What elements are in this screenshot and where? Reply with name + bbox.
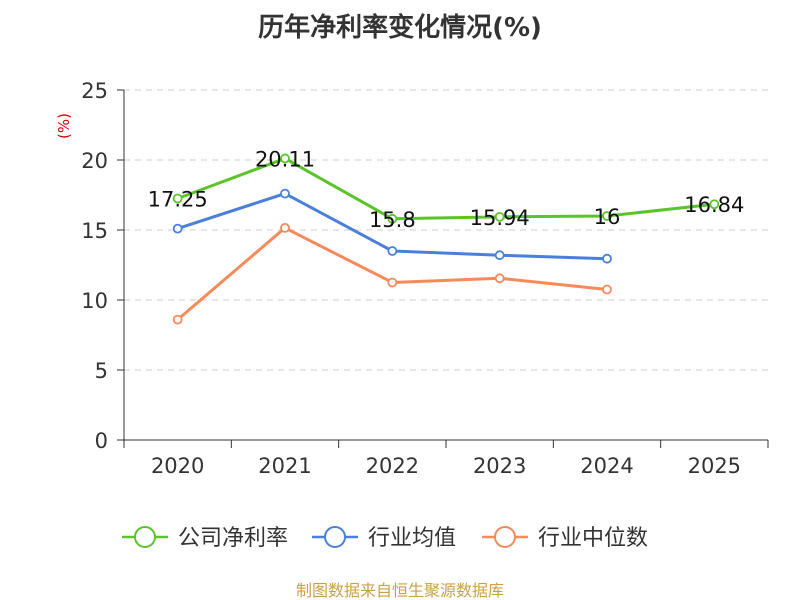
data-point	[709, 199, 720, 210]
x-tick-label-2025: 2025	[688, 454, 741, 478]
series-line-0	[176, 156, 716, 221]
y-tick-label: 10	[81, 289, 108, 313]
legend-swatch-marker	[324, 526, 346, 548]
data-point	[280, 153, 290, 164]
data-point	[602, 284, 612, 295]
data-label: 16.84	[684, 193, 744, 217]
data-point	[387, 213, 398, 224]
legend-label: 行业中位数	[538, 526, 648, 551]
series-line-2	[176, 226, 609, 322]
y-tick-label: 25	[81, 79, 108, 103]
x-tick-label-2024: 2024	[580, 454, 633, 478]
source-note: 制图数据来自恒生聚源数据库	[296, 581, 504, 600]
data-label-layer: 17.25 20.11 15.8 15.94 16 16.84	[148, 147, 745, 231]
legend-label: 公司净利率	[178, 526, 288, 551]
x-tick-label-2023: 2023	[473, 454, 526, 478]
legend-item-1: 行业均值	[312, 526, 456, 551]
y-axis-unit-label: (%)	[55, 113, 73, 139]
data-point	[172, 314, 183, 325]
y-tick-label: 20	[81, 149, 108, 173]
data-label: 15.8	[369, 208, 416, 232]
data-point	[387, 246, 398, 256]
data-label: 16	[594, 205, 621, 229]
legend-item-0: 公司净利率	[122, 526, 288, 551]
legend: 公司净利率 行业均值 行业中位数	[122, 526, 648, 551]
y-tick-label: 5	[95, 359, 108, 383]
data-point	[280, 188, 290, 199]
series-2	[172, 222, 612, 325]
data-point	[172, 193, 183, 204]
data-point	[602, 253, 612, 264]
data-point	[172, 223, 183, 234]
chart-title: 历年净利率变化情况(%)	[258, 12, 542, 43]
data-label: 17.25	[148, 188, 208, 212]
series-layer	[172, 153, 720, 325]
legend-item-2: 行业中位数	[482, 526, 648, 551]
y-tick-label: 0	[95, 429, 108, 453]
data-point	[494, 273, 505, 284]
data-label: 15.94	[470, 206, 530, 230]
data-point	[494, 211, 505, 222]
x-tick-label-2022: 2022	[366, 454, 419, 478]
legend-label: 行业均值	[368, 526, 456, 551]
x-tick-label-2020: 2020	[151, 454, 204, 478]
series-1	[172, 188, 612, 264]
legend-swatch-marker	[134, 526, 156, 548]
data-point	[280, 222, 290, 233]
legend-swatch-marker	[494, 526, 516, 548]
series-0	[172, 153, 720, 224]
data-point	[602, 211, 612, 221]
data-label: 20.11	[255, 147, 315, 171]
data-point	[387, 277, 398, 288]
x-tick-label-2021: 2021	[258, 454, 311, 478]
data-point	[494, 250, 505, 261]
grid-layer	[124, 89, 768, 371]
y-tick-label: 15	[81, 219, 108, 243]
